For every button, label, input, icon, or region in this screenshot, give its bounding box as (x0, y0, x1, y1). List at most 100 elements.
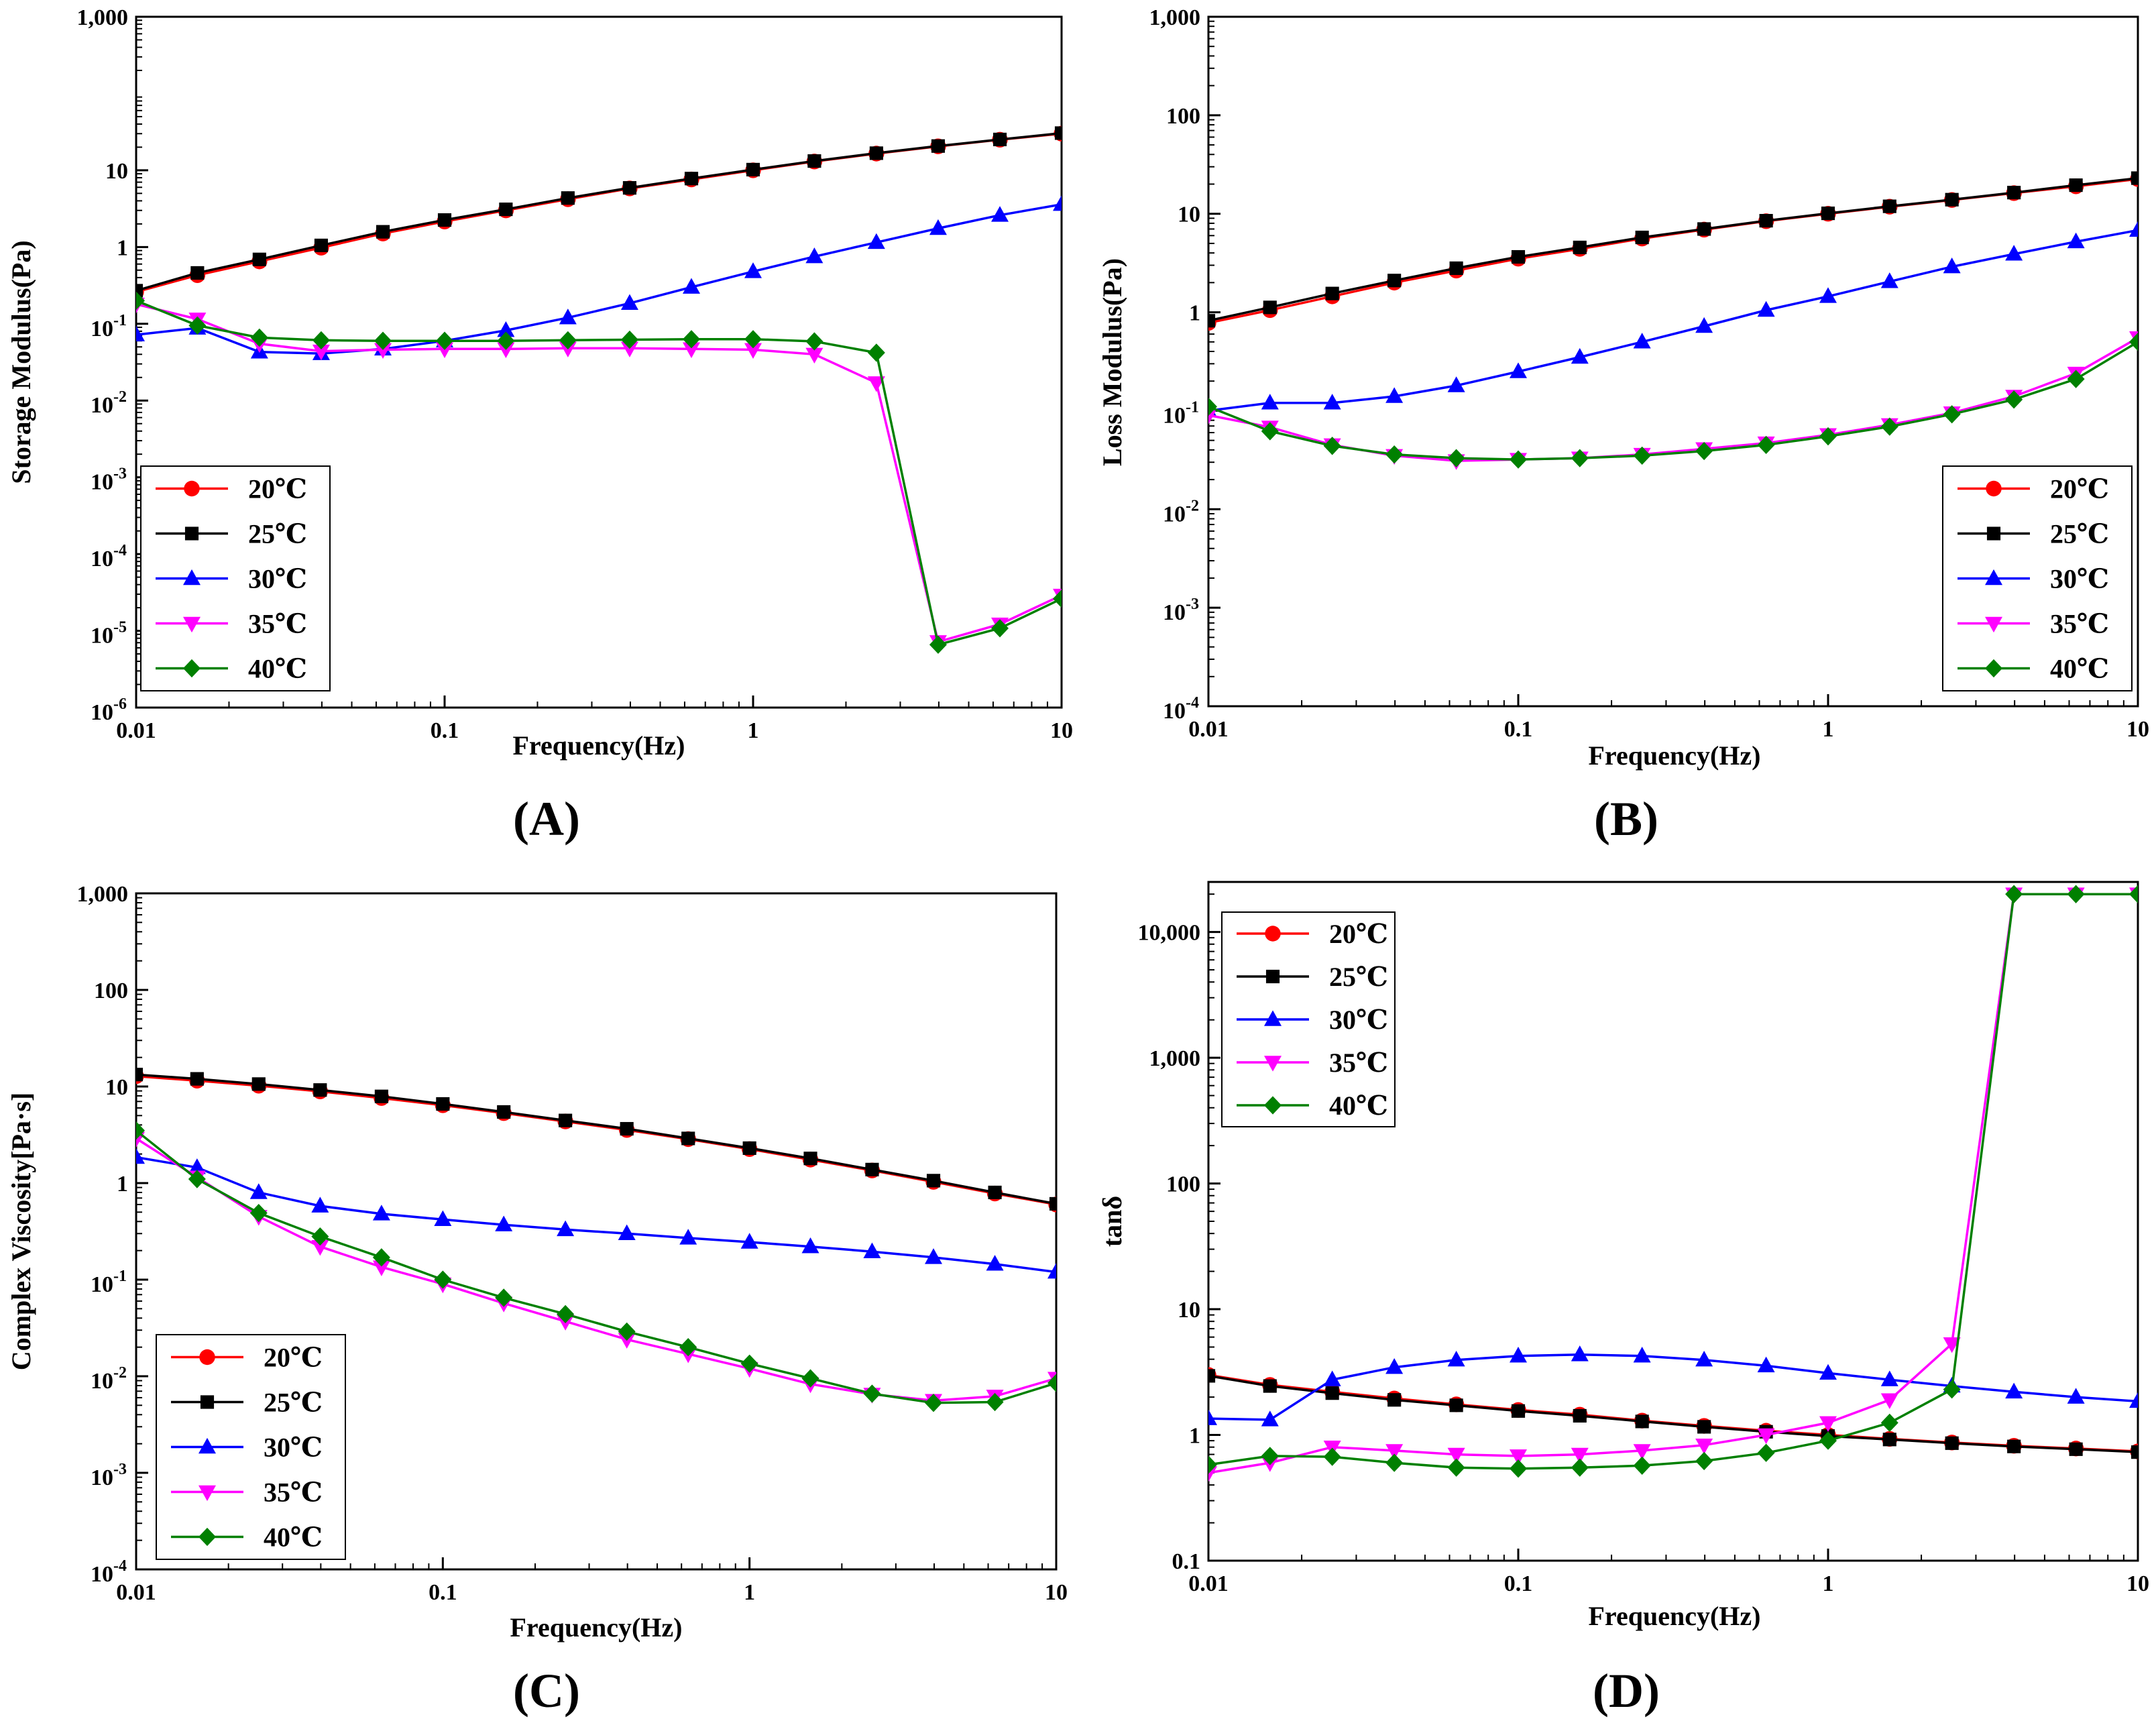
data-point (1387, 274, 1402, 288)
data-point (1510, 1459, 1527, 1478)
data-point (991, 206, 1009, 222)
data-point (1695, 1438, 1713, 1455)
data-point (986, 1392, 1004, 1412)
data-point (1510, 450, 1527, 469)
data-point (1697, 1420, 1711, 1434)
data-point (1447, 449, 1465, 467)
data-point (740, 1354, 758, 1373)
legend-marker (1264, 1096, 1282, 1115)
legend-label: 30℃ (2050, 564, 2109, 594)
data-point (557, 1304, 575, 1323)
data-point (436, 1097, 450, 1111)
data-point (2069, 178, 2083, 192)
y-tick-label: 10 (1178, 1298, 1200, 1323)
data-point (311, 1239, 329, 1256)
data-point (1054, 126, 1062, 140)
data-point (374, 331, 392, 350)
data-point (1695, 1351, 1713, 1367)
legend-marker (199, 1349, 215, 1366)
series-line (136, 302, 1062, 644)
y-tick-label: 1,000 (77, 882, 129, 907)
y-axis-title: Storage Modulus(Pa) (6, 240, 36, 484)
y-axis-title: Loss Modulus(Pa) (1097, 258, 1127, 466)
legend-marker (184, 526, 199, 541)
x-tick-label: 1 (1823, 717, 1834, 742)
data-point (865, 1162, 879, 1176)
data-point (1323, 1447, 1341, 1466)
data-point (1323, 394, 1341, 410)
y-tick-label: 10-6 (91, 695, 127, 725)
data-point (1208, 314, 1216, 328)
x-axis-title: Frequency(Hz) (1589, 1601, 1761, 1631)
data-point (434, 1210, 452, 1227)
data-point (1053, 195, 1062, 211)
data-point (2005, 245, 2023, 261)
data-point (1633, 446, 1651, 465)
legend-label: 25℃ (2050, 519, 2109, 549)
data-point (136, 1121, 145, 1140)
legend-marker (1264, 1010, 1282, 1026)
legend-label: 30℃ (248, 564, 307, 594)
legend-marker (1265, 969, 1280, 984)
data-point (2005, 390, 2023, 409)
series-line (136, 203, 1062, 355)
y-tick-label: 100 (1166, 104, 1200, 129)
series-line (136, 1129, 1056, 1404)
data-point (1208, 1369, 1216, 1383)
data-point (2067, 1388, 2085, 1404)
data-point (1819, 427, 1837, 446)
data-point (1449, 1398, 1463, 1412)
data-point (190, 1072, 204, 1086)
data-point (1385, 1444, 1404, 1460)
legend-label: 20℃ (2050, 474, 2109, 504)
data-point (1945, 1436, 1959, 1450)
legend-marker (1985, 659, 2002, 678)
data-point (2129, 221, 2138, 237)
data-point (136, 291, 145, 310)
series-line (1208, 1374, 2138, 1453)
series-line (1208, 178, 2138, 325)
data-point (249, 1203, 268, 1223)
data-point (1571, 1345, 1589, 1361)
data-point (499, 203, 513, 217)
series-line (1208, 176, 2138, 322)
data-point (314, 238, 329, 252)
data-point (372, 1205, 390, 1221)
data-point (867, 343, 885, 362)
legend-marker (1986, 526, 2001, 541)
plot-frame (1207, 15, 2139, 708)
legend-label: 25℃ (264, 1388, 323, 1418)
y-tick-label: 1 (1189, 301, 1200, 326)
legend-label: 20℃ (264, 1343, 323, 1373)
data-point (925, 1248, 943, 1264)
data-point (929, 219, 947, 235)
legend-label: 20℃ (1329, 919, 1388, 949)
x-tick-label: 0.01 (116, 1580, 156, 1605)
x-tick-label: 1 (744, 1580, 755, 1605)
legend-marker (198, 1527, 216, 1547)
data-point (372, 1260, 390, 1276)
data-point (1449, 261, 1463, 275)
data-point (374, 1089, 388, 1103)
data-point (311, 1196, 329, 1213)
y-tick-label: 10-1 (1163, 398, 1199, 428)
legend-label: 40℃ (248, 654, 307, 684)
legend-marker (183, 569, 201, 586)
data-point (188, 1158, 206, 1174)
data-point (867, 233, 885, 249)
legend-label: 35℃ (248, 609, 307, 639)
y-tick-label: 100 (1166, 1172, 1200, 1197)
data-point (1943, 1337, 1961, 1353)
series-group (136, 1068, 1056, 1412)
data-point (1943, 258, 1961, 274)
data-point (742, 1141, 756, 1155)
x-axis-title: Frequency(Hz) (1589, 740, 1761, 771)
data-point (1263, 1379, 1277, 1393)
data-point (801, 1237, 819, 1254)
data-point (2007, 186, 2021, 200)
legend-label: 40℃ (1329, 1091, 1388, 1121)
data-point (2067, 370, 2085, 388)
data-point (1447, 376, 1465, 392)
data-point (1510, 1347, 1527, 1363)
data-point (1943, 1380, 1961, 1399)
